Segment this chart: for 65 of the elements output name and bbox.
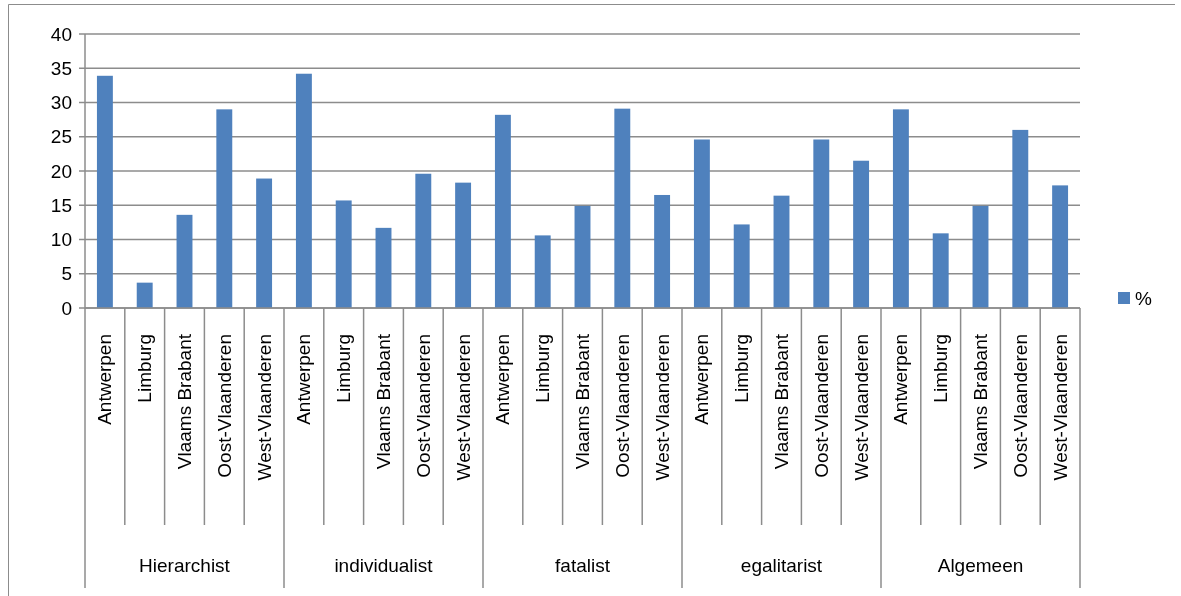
y-tick-label: 5 xyxy=(61,263,72,285)
x-tick-label: Antwerpen xyxy=(492,334,514,425)
x-tick-label: Oost-Vlaanderen xyxy=(810,334,832,478)
y-tick-label: 10 xyxy=(50,229,72,250)
bar xyxy=(216,109,233,308)
bar xyxy=(256,178,273,308)
y-tick-label: 15 xyxy=(50,194,72,216)
x-tick-label: Oost-Vlaanderen xyxy=(213,334,235,478)
bar xyxy=(853,160,870,308)
x-tick-label: West-Vlaanderen xyxy=(651,334,673,481)
bar xyxy=(1052,185,1069,308)
y-tick-label: 30 xyxy=(50,92,72,113)
x-tick-label: West-Vlaanderen xyxy=(850,334,872,481)
x-tick-label: Oost-Vlaanderen xyxy=(611,334,633,478)
y-tick-label: 25 xyxy=(50,126,72,148)
bar xyxy=(614,108,631,308)
text: Algemeen xyxy=(937,554,1024,576)
bar xyxy=(574,205,591,308)
x-tick-label: West-Vlaanderen xyxy=(1049,334,1071,481)
bar xyxy=(773,195,790,308)
text: Hierarchist xyxy=(139,554,231,576)
bar xyxy=(455,182,472,308)
y-tick-label: 40 xyxy=(50,23,72,45)
bar xyxy=(813,139,830,308)
y-tick-label: 35 xyxy=(50,57,72,79)
x-tick-label: Vlaams Brabant xyxy=(970,333,991,470)
bar xyxy=(295,73,312,308)
y-tick-label: 0 xyxy=(61,297,72,319)
text: egalitarist xyxy=(740,554,823,576)
bar xyxy=(733,224,750,308)
x-tick-label: Vlaams Brabant xyxy=(771,333,792,470)
x-tick-label: Limburg xyxy=(731,334,753,403)
bar xyxy=(534,235,551,308)
x-tick-label: Limburg xyxy=(930,334,952,403)
bar xyxy=(654,194,671,308)
x-tick-label: Antwerpen xyxy=(890,334,912,425)
y-tick-label: 20 xyxy=(50,160,72,182)
bar xyxy=(892,109,909,308)
legend-label: % xyxy=(1135,287,1152,309)
x-tick-label: Limburg xyxy=(532,334,554,403)
bar xyxy=(176,214,193,308)
x-tick-label: Vlaams Brabant xyxy=(174,333,195,470)
text: fatalist xyxy=(555,554,611,576)
bar xyxy=(335,200,352,308)
text: individualist xyxy=(334,554,434,576)
bar xyxy=(415,173,432,308)
x-tick-label: Vlaams Brabant xyxy=(572,333,593,470)
x-tick-label: West-Vlaanderen xyxy=(452,334,474,481)
bar xyxy=(932,233,949,308)
x-tick-label: Antwerpen xyxy=(293,334,315,425)
x-tick-label: Limburg xyxy=(333,334,355,403)
bar xyxy=(136,282,153,308)
x-tick-label: Oost-Vlaanderen xyxy=(412,334,434,478)
bar xyxy=(972,205,989,308)
bar xyxy=(1012,129,1029,308)
bar xyxy=(494,114,511,308)
bar xyxy=(96,75,113,308)
bar xyxy=(693,139,710,308)
x-tick-label: Limburg xyxy=(134,334,156,403)
bar xyxy=(375,227,392,308)
x-tick-label: Antwerpen xyxy=(691,334,713,425)
x-tick-label: Oost-Vlaanderen xyxy=(1009,334,1031,478)
x-tick-label: West-Vlaanderen xyxy=(253,334,275,481)
x-tick-label: Vlaams Brabant xyxy=(373,333,394,470)
x-tick-label: Antwerpen xyxy=(94,334,116,425)
